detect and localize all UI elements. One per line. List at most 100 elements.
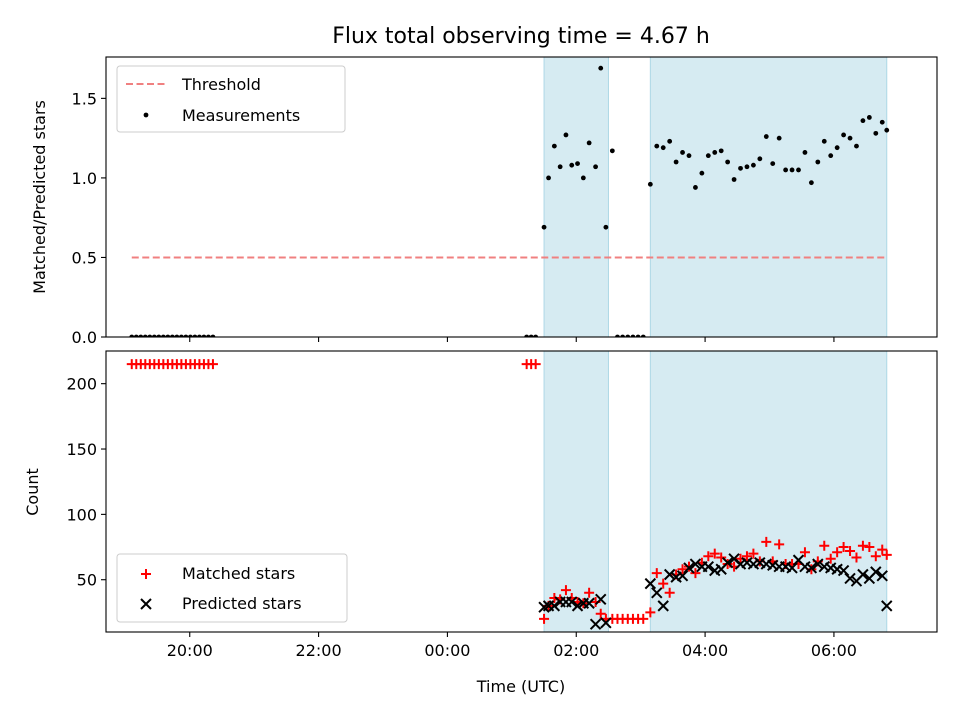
predicted-star-marker [589,618,602,630]
bottom-y-tick-label: 150 [66,440,97,459]
matched-star-marker [832,547,843,558]
measurement-point [660,145,666,151]
x-axis-label: Time (UTC) [476,677,565,696]
measurement-point [142,334,148,337]
measurement-point [884,127,890,133]
top-y-tick-label: 1.0 [72,169,97,188]
measurement-point [625,334,631,337]
matched-star-marker [584,587,595,598]
bottom-observing-window-2 [649,351,888,632]
measurement-point [147,334,153,337]
measurement-point [569,162,575,168]
measurement-point [165,334,171,337]
measurement-point [528,334,534,337]
measurement-point [667,138,673,144]
matched-star-marker [645,607,656,618]
measurement-point [841,132,846,138]
measurement-point [580,175,586,181]
measurement-point [206,334,211,337]
bottom-panel: 50 100 150 200 20:00 22:00 00:00 02:00 04:00 06:0… [66,350,938,660]
measurement-point [712,150,718,155]
top-y-axis-label: Matched/Predicted stars [30,100,49,294]
measurement-point [192,334,198,337]
top-y-tick-label: 1.5 [72,89,97,108]
predicted-star-marker [644,577,657,590]
measurement-point [598,65,604,71]
predicted-star-marker [683,562,695,574]
matched-star-marker [761,536,772,547]
measurement-point [654,143,660,149]
bottom-observing-window-1 [543,351,609,632]
bottom-y-axis-label: Count [23,468,42,516]
top-legend-box [116,65,346,133]
top-observing-window-1 [543,57,609,337]
measurement-point [673,159,679,165]
measurement-point [647,181,653,187]
bottom-plot-area [126,351,893,632]
measurement-point [174,334,180,337]
predicted-star-marker [689,558,702,570]
measurement-point [796,167,801,173]
predicted-star-marker [870,566,882,578]
matched-star-marker [539,613,550,624]
measurement-point [133,334,139,337]
measurement-point [586,140,592,146]
top-observing-window-2 [649,57,888,337]
measurement-point [860,118,866,124]
x-tick-label: 06:00 [811,641,857,660]
predicted-star-marker [651,587,663,599]
bottom-y-tick-label: 50 [77,571,97,590]
measurement-point [187,334,193,337]
matched-star-marker [825,553,836,564]
measurement-point [151,334,157,337]
legend-predicted-swatch [140,598,152,610]
matched-star-marker [530,359,541,370]
bottom-legend-box [116,553,348,623]
measurement-point [757,156,763,162]
measurement-point [541,224,547,230]
predicted-star-marker [844,572,856,585]
measurement-point [879,119,885,125]
measurement-point [620,334,626,337]
matched-star-marker [677,564,688,575]
matched-star-marker [664,587,675,598]
measurement-point [615,334,620,337]
measurement-point [738,165,743,171]
matched-star-marker [638,613,649,624]
measurement-point [183,334,189,337]
matched-star-marker [748,548,759,559]
x-tick-label: 22:00 [296,641,342,660]
matched-star-marker [877,544,888,555]
matched-star-marker [838,542,849,553]
measurement-point [834,145,840,151]
matched-star-marker [716,552,727,563]
measurement-point [693,185,698,190]
predicted-star-marker [805,562,818,574]
measurement-point [603,224,609,230]
matched-star-marker [651,568,662,579]
measurement-point [866,115,872,120]
matched-star-marker [560,585,571,596]
measurement-point [751,162,756,168]
measurement-point [546,175,551,181]
predicted-star-marker [663,568,676,581]
x-tick-label: 02:00 [553,641,599,660]
measurement-point [776,135,782,141]
top-axes-frame [105,56,938,338]
measurement-point [718,148,724,154]
measurement-point [828,153,834,159]
measurement-point [802,150,808,155]
predicted-star-marker [583,597,595,609]
predicted-star-marker [657,600,669,612]
legend-matched-label: Matched stars [182,564,295,583]
measurement-point [873,130,879,136]
matched-star-marker [881,549,892,560]
predicted-star-marker [600,617,612,629]
measurement-point [169,334,175,337]
matched-star-marker [851,552,862,563]
measurement-point [178,334,184,337]
plot-layer: 0.0 0.5 1.0 1.5 Threshold Measurements 50 100 15… [66,56,938,660]
measurement-point [821,138,827,144]
matched-star-marker [703,551,714,562]
